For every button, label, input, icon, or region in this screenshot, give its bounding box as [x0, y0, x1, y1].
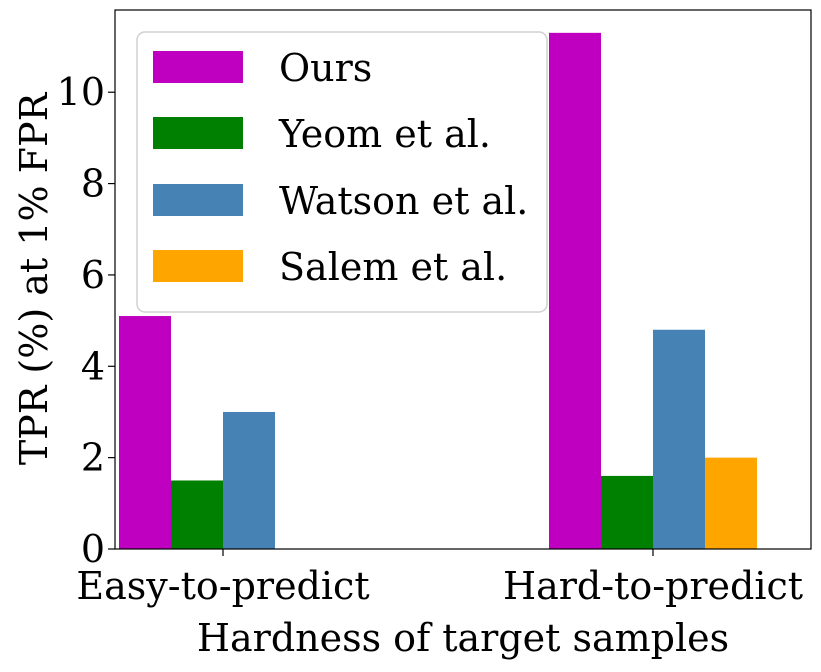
y-axis-label: TPR (%) at 1% FPR: [12, 91, 56, 465]
x-tick-label: Hard-to-predict: [503, 564, 803, 608]
bar-salem-et-al-hard-to-predict: [705, 457, 757, 549]
legend-swatch: [153, 117, 243, 149]
y-tick-label: 2: [81, 436, 105, 480]
x-axis: Easy-to-predict Hard-to-predict: [76, 549, 803, 608]
plot-frame: [114, 9, 812, 550]
legend-frame: [136, 31, 548, 313]
y-axis: 0 2 4 6 8 10: [57, 70, 115, 571]
bars-group: [119, 32, 757, 549]
y-tick-label: 0: [81, 527, 105, 571]
bar-ours-hard-to-predict: [549, 32, 601, 549]
legend-label: Yeom et al.: [278, 112, 491, 156]
legend-swatch: [153, 51, 243, 83]
x-tick-label: Easy-to-predict: [76, 564, 369, 608]
legend: Ours Yeom et al. Watson et al. Salem et al.: [136, 31, 548, 313]
y-tick-label: 8: [81, 162, 105, 206]
y-tick-label: 6: [81, 253, 105, 297]
bar-watson-et-al-easy-to-predict: [223, 411, 275, 549]
legend-swatch: [153, 184, 243, 216]
bar-watson-et-al-hard-to-predict: [653, 329, 705, 549]
bar-yeom-et-al-easy-to-predict: [171, 480, 223, 549]
y-tick-label: 4: [81, 344, 105, 388]
bar-yeom-et-al-hard-to-predict: [601, 475, 653, 549]
x-axis-label: Hardness of target samples: [197, 616, 729, 660]
legend-items: Ours Yeom et al. Watson et al. Salem et al.: [153, 46, 528, 289]
legend-swatch: [153, 250, 243, 282]
legend-label: Ours: [279, 46, 372, 90]
bar-ours-easy-to-predict: [119, 316, 171, 549]
y-tick-label: 10: [57, 70, 105, 114]
legend-label: Watson et al.: [279, 179, 528, 223]
legend-label: Salem et al.: [279, 245, 507, 289]
